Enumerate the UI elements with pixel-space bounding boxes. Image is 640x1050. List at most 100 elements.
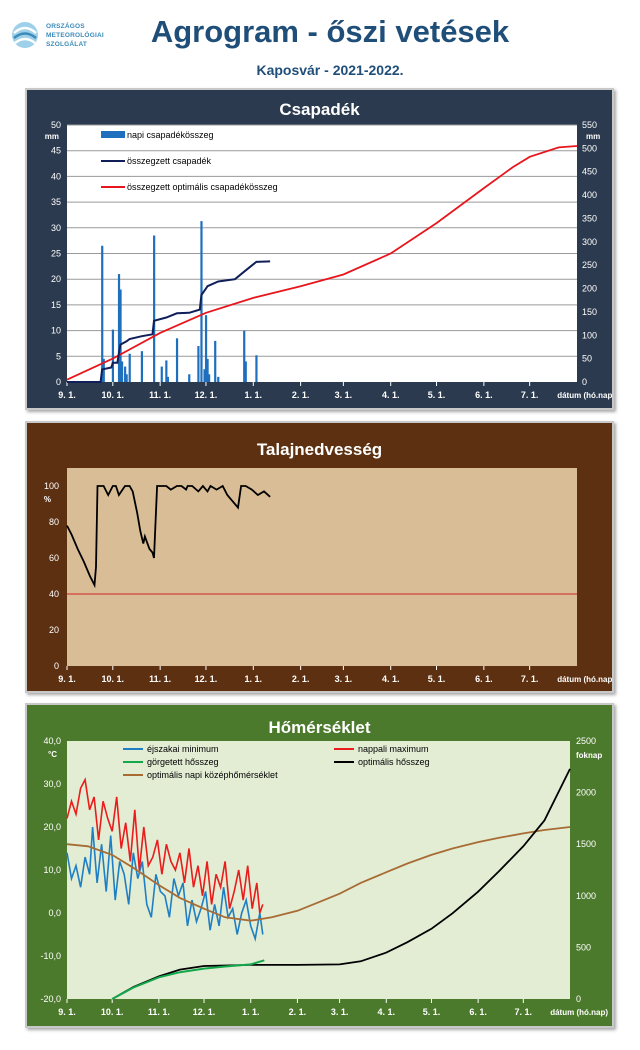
y-tick-label-right: 350 <box>582 213 597 223</box>
y-tick-label-left: 35 <box>51 197 61 207</box>
x-tick-label: 7. 1. <box>515 1007 533 1017</box>
precip-bar <box>214 340 217 382</box>
x-tick-label: 5. 1. <box>428 390 446 400</box>
y-tick-label-left: 15 <box>51 300 61 310</box>
legend-label-cumulative: összegzett csapadék <box>127 156 212 166</box>
y-tick-label-right: 550 <box>582 120 597 130</box>
precipitation-panel: Csapadék 0 5 10 15 20 25 30 35 40 45 50 0 50 100 150 200… <box>25 88 614 410</box>
y-tick-label-left: 50 <box>51 120 61 130</box>
x-tick-label: 10. 1. <box>102 674 125 684</box>
y-tick-label-left: 25 <box>51 249 61 259</box>
y-tick-label-right: 1500 <box>576 839 596 849</box>
precip-bar <box>101 245 104 382</box>
precip-bar <box>188 374 191 382</box>
optimal-heat-sum-line <box>111 768 571 1000</box>
logo-line-3: SZOLGÁLAT <box>46 41 88 48</box>
y-axis-label-right: foknap <box>576 751 602 760</box>
x-tick-label: 1. 1. <box>242 1007 260 1017</box>
x-tick-label: 4. 1. <box>382 390 400 400</box>
x-tick-label: 2. 1. <box>289 1007 307 1017</box>
x-tick-label: 1. 1. <box>245 674 263 684</box>
x-tick-label: 12. 1. <box>195 674 218 684</box>
legend-label-optimal: összegzett optimális csapadékösszeg <box>127 182 278 192</box>
legend-label: görgetett hősszeg <box>147 757 219 767</box>
x-tick-label: 12. 1. <box>195 390 218 400</box>
chart-title: Hőmérséklet <box>268 718 370 737</box>
logo-line-1: ORSZÁGOS <box>46 23 85 30</box>
x-tick-label: 9. 1. <box>58 1007 76 1017</box>
y-tick-label-left: 40 <box>51 171 61 181</box>
x-tick-label: 11. 1. <box>148 1007 170 1017</box>
night-minimum-line <box>66 826 264 942</box>
soil-moisture-panel: Talajnedvesség 0 20 40 60 80 100% 9. 1. 10. 1. 11… <box>25 421 614 693</box>
precip-bar <box>244 361 247 382</box>
y-tick-label-left: -20,0 <box>40 994 61 1004</box>
y-tick-label-right: 300 <box>582 237 597 247</box>
precip-bar <box>128 353 131 382</box>
y-tick-label-right: 0 <box>576 994 581 1004</box>
y-tick-label-right: 400 <box>582 190 597 200</box>
y-tick-label-right: 250 <box>582 260 597 270</box>
precip-bar <box>140 351 144 382</box>
y-tick-label-right: 1000 <box>576 891 596 901</box>
y-tick-label-right: 500 <box>582 143 597 153</box>
precip-bar <box>255 355 258 382</box>
x-tick-label: 6. 1. <box>475 390 493 400</box>
legend-label-daily: napi csapadékösszeg <box>127 130 214 140</box>
soil-moisture-line <box>66 484 271 589</box>
y-tick-label-right: 500 <box>576 942 591 952</box>
x-tick-label: 6. 1. <box>475 674 493 684</box>
x-tick-label: 7. 1. <box>521 674 539 684</box>
precip-bar <box>124 366 127 382</box>
x-tick-label: 10. 1. <box>102 390 125 400</box>
precip-bar <box>243 330 246 382</box>
precip-bar <box>208 374 211 382</box>
precip-bar <box>197 346 200 382</box>
y-tick-label: 0 <box>54 661 59 671</box>
y-tick-label-left: 0 <box>56 377 61 387</box>
page-title: Agrogram - őszi vetések <box>150 14 510 49</box>
x-tick-label: 7. 1. <box>521 390 539 400</box>
legend-label: éjszakai minimum <box>147 744 219 754</box>
y-tick-label-left: -10,0 <box>40 951 61 961</box>
legend-label: optimális napi középhőmérséklet <box>147 770 278 780</box>
cumulative-precip-line <box>67 260 271 383</box>
precip-bar <box>117 274 121 382</box>
precip-bar <box>102 358 105 382</box>
y-tick-label-right: 200 <box>582 284 597 294</box>
x-tick-label: 3. 1. <box>331 1007 349 1017</box>
y-tick-label-left: 30,0 <box>43 779 61 789</box>
logo-line-2: METEOROLÓGIAI <box>46 32 104 39</box>
x-tick-label: 3. 1. <box>335 674 353 684</box>
y-tick-label-right: 100 <box>582 330 597 340</box>
y-axis-label-right: mm <box>586 132 600 141</box>
precip-bar <box>119 289 122 382</box>
y-tick-label-left: 45 <box>51 146 61 156</box>
precip-bar <box>125 374 128 382</box>
x-tick-label: 2. 1. <box>292 674 310 684</box>
x-tick-label: 4. 1. <box>378 1007 396 1017</box>
legend-label: optimális hősszeg <box>358 757 430 767</box>
precip-bar <box>203 369 206 382</box>
legend-swatch-daily <box>101 131 125 138</box>
precip-bar <box>120 361 124 382</box>
y-axis-label: % <box>44 495 51 504</box>
x-tick-label: 10. 1. <box>101 1007 124 1017</box>
y-tick-label-left: 40,0 <box>43 736 61 746</box>
y-axis-label-left: °C <box>48 750 57 759</box>
y-tick-label-right: 150 <box>582 307 597 317</box>
temperature-panel: Hőmérséklet -20,0 -10,0 0,0 10,0 20,0 30,0 40,0… <box>25 703 614 1028</box>
temperature-chart: Hőmérséklet -20,0 -10,0 0,0 10,0 20,0 30,0 40,0… <box>27 705 612 1026</box>
y-tick-label-left: 20,0 <box>43 822 61 832</box>
legend-label: nappali maximum <box>358 744 429 754</box>
omsz-logo: ORSZÁGOS METEOROLÓGIAI SZOLGÁLAT <box>10 18 120 54</box>
precip-bar <box>165 360 168 382</box>
y-tick-label-left: 5 <box>56 351 61 361</box>
chart-title: Csapadék <box>279 100 360 119</box>
x-tick-label: 5. 1. <box>423 1007 441 1017</box>
y-tick-label-right: 0 <box>582 377 587 387</box>
soil-moisture-chart: Talajnedvesség 0 20 40 60 80 100% 9. 1. 10. 1. 11… <box>27 423 612 691</box>
x-axis-label: dátum (hó.nap) <box>557 391 612 400</box>
y-tick-label: 100 <box>44 481 59 491</box>
precip-bar <box>206 358 209 382</box>
